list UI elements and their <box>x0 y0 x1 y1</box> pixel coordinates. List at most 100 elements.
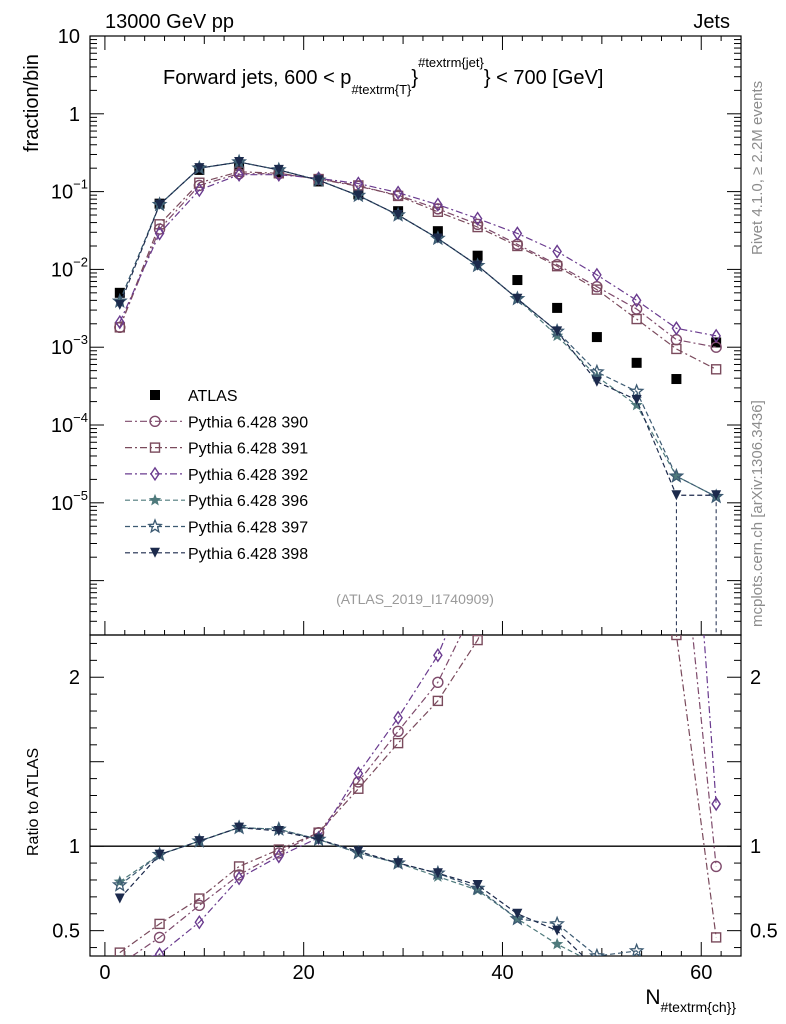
ratio-plot-marks <box>111 635 722 956</box>
series-pythia-6-428-391-point <box>233 166 245 177</box>
ratio-series-pythia-6-428-391-point <box>472 635 483 646</box>
series-pythia-6-428-392-point <box>393 185 403 200</box>
series-pythia-6-428-392-point <box>433 197 443 212</box>
ratio-series-pythia-6-428-398-line <box>119 826 584 956</box>
y-tick-label: 10−5 <box>51 488 88 515</box>
ratio-series-pythia-6-428-391-point <box>671 635 682 641</box>
ratio-series-pythia-6-428-390-point <box>233 869 245 881</box>
series-pythia-6-428-391-point <box>710 364 722 375</box>
ratio-y-tick-label-right: 1 <box>750 836 761 858</box>
series-pythia-6-428-397-point <box>628 383 645 399</box>
header-left: 13000 GeV pp <box>105 11 234 33</box>
y-tick-label: 10−2 <box>51 254 88 281</box>
series-atlas-point <box>472 250 483 261</box>
y-axis-label: fraction/bin <box>21 54 43 152</box>
ratio-series-pythia-6-428-397-line <box>119 826 642 956</box>
ratio-series-pythia-6-428-390-point <box>193 899 206 912</box>
series-pythia-6-428-391-point <box>591 284 603 295</box>
series-atlas-point <box>512 275 523 286</box>
ratio-series-pythia-6-428-392-point <box>194 914 205 930</box>
legend-label: Pythia 6.428 390 <box>188 414 308 431</box>
series-pythia-6-428-398-point <box>631 394 642 405</box>
series-pythia-6-428-392-point <box>472 211 483 226</box>
ratio-series-pythia-6-428-392-point <box>353 766 364 781</box>
ratio-series-pythia-6-428-390-point <box>392 725 404 737</box>
series-pythia-6-428-391-point <box>551 260 563 272</box>
header-right: Jets <box>693 11 730 33</box>
ratio-y-tick-label: 2 <box>69 667 80 689</box>
legend-marker <box>149 415 161 427</box>
ratio-series-pythia-6-428-397-point <box>628 942 645 956</box>
ratio-series-pythia-6-428-398-point <box>313 834 324 845</box>
ratio-series-pythia-6-428-397-point <box>111 876 128 892</box>
series-pythia-6-428-397-line <box>119 161 717 498</box>
rivet-label: Rivet 4.1.0, ≥ 2.2M events <box>749 81 766 255</box>
legend-marker <box>148 493 162 506</box>
y-tick-label: 10−3 <box>51 332 88 359</box>
ratio-series-pythia-6-428-398-point <box>194 836 205 847</box>
legend-marker <box>150 547 160 558</box>
series-atlas-point <box>631 357 642 368</box>
series-pythia-6-428-392-point <box>154 226 165 241</box>
ratio-series-pythia-6-428-391-point <box>114 947 126 956</box>
ratio-series-pythia-6-428-391-point <box>233 861 245 872</box>
series-pythia-6-428-398-point <box>512 293 523 304</box>
mcplots-label: mcplots.cern.ch [arXiv:1306.3436] <box>749 400 766 627</box>
series-pythia-6-428-391-point <box>671 343 682 355</box>
ratio-series-pythia-6-428-391-point <box>353 783 364 794</box>
ratio-series-pythia-6-428-391-point <box>710 932 722 943</box>
legend-marker <box>150 466 160 482</box>
ratio-series-pythia-6-428-397-point <box>469 880 486 896</box>
ratio-series-group <box>111 635 722 956</box>
series-pythia-6-428-392-point <box>512 226 523 241</box>
ratio-frame <box>89 634 742 957</box>
x-tick-label: 40 <box>491 962 513 984</box>
ratio-series-pythia-6-428-390-line <box>131 635 717 956</box>
ratio-series-pythia-6-428-397-point <box>509 910 526 926</box>
ratio-series-pythia-6-428-398-point <box>154 849 165 860</box>
series-pythia-6-428-390-line <box>119 173 717 348</box>
series-atlas-point <box>552 302 563 313</box>
ratio-axes: 0.5 0.51 12 20 20 40 60 <box>52 634 778 984</box>
series-pythia-6-428-398-point <box>234 157 245 168</box>
ratio-series-pythia-6-428-397-point <box>589 947 605 956</box>
series-pythia-6-428-391-point <box>114 322 126 333</box>
series-pythia-6-428-396-point <box>590 370 604 382</box>
ratio-series-pythia-6-428-392-point <box>154 947 165 956</box>
ratio-series-pythia-6-428-390-point <box>432 676 444 689</box>
legend-label: Pythia 6.428 392 <box>188 467 308 484</box>
ratio-series-pythia-6-428-392-point <box>234 871 244 886</box>
ratio-series-pythia-6-428-398-point <box>353 846 364 857</box>
series-pythia-6-428-390-point <box>670 333 683 346</box>
series-pythia-6-428-398-point <box>313 175 324 186</box>
ratio-series-pythia-6-428-398-point <box>472 880 483 891</box>
series-pythia-6-428-392-point <box>234 167 244 182</box>
legend-label: Pythia 6.428 398 <box>188 546 308 563</box>
ratio-series-pythia-6-428-392-line <box>150 635 717 956</box>
series-atlas-point <box>671 374 682 385</box>
x-tick-label: 0 <box>99 962 110 984</box>
ratio-series-pythia-6-428-396-line <box>119 826 582 956</box>
ratio-y-tick-label-right: 0.5 <box>750 921 778 943</box>
series-pythia-6-428-392-point <box>671 321 682 336</box>
ratio-series-pythia-6-428-392-point <box>273 849 284 864</box>
ratio-series-pythia-6-428-392-point <box>393 710 403 726</box>
legend-label: Pythia 6.428 391 <box>188 441 308 458</box>
series-pythia-6-428-391-line <box>119 171 717 370</box>
ratio-y-tick-label: 0.5 <box>52 921 80 943</box>
ratio-series-pythia-6-428-390-point <box>153 931 166 944</box>
ratio-series-pythia-6-428-396-point <box>550 937 564 950</box>
legend-marker <box>149 442 161 453</box>
series-pythia-6-428-392-point <box>592 267 602 283</box>
series-pythia-6-428-392-point <box>114 314 125 330</box>
analysis-label: (ATLAS_2019_I1740909) <box>336 591 494 607</box>
series-pythia-6-428-398-point <box>432 233 443 244</box>
series-pythia-6-428-391-point <box>392 190 404 202</box>
y-tick-label: 10−1 <box>51 177 88 204</box>
ratio-series-pythia-6-428-398-point <box>114 893 125 904</box>
series-pythia-6-428-398-point <box>353 190 364 201</box>
ratio-series-pythia-6-428-391-point <box>273 844 285 855</box>
series-pythia-6-428-391-point <box>432 206 444 218</box>
ratio-series-pythia-6-428-392-point <box>711 796 721 812</box>
